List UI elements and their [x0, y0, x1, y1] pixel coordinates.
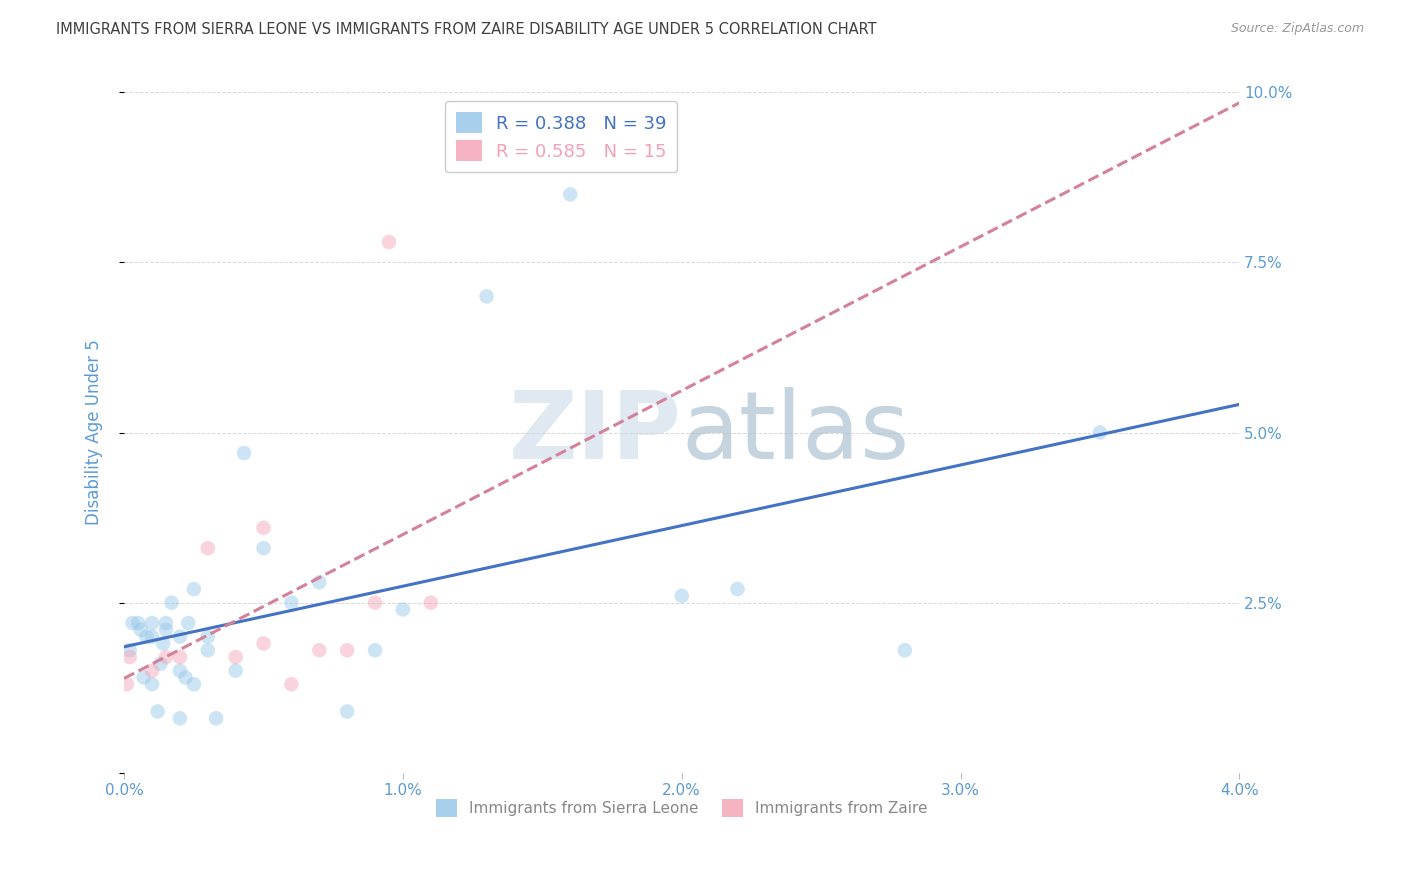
Point: [155, 615, 177, 630]
Point: [183, 677, 205, 691]
Point: [225, 664, 247, 678]
Point: [336, 705, 359, 719]
Point: [118, 643, 141, 657]
Point: [280, 596, 302, 610]
Point: [475, 289, 498, 303]
Point: [336, 643, 359, 657]
Point: [141, 630, 163, 644]
Point: [152, 636, 174, 650]
Point: [1088, 425, 1111, 440]
Point: [174, 671, 197, 685]
Point: [252, 521, 274, 535]
Point: [280, 677, 302, 691]
Point: [146, 705, 169, 719]
Point: [392, 602, 415, 616]
Point: [560, 187, 582, 202]
Text: atlas: atlas: [682, 386, 910, 478]
Point: [135, 630, 157, 644]
Point: [121, 615, 143, 630]
Point: [127, 615, 149, 630]
Point: [177, 615, 200, 630]
Point: [252, 541, 274, 556]
Point: [118, 650, 141, 665]
Point: [364, 596, 387, 610]
Point: [197, 630, 219, 644]
Point: [183, 582, 205, 596]
Point: [169, 650, 191, 665]
Y-axis label: Disability Age Under 5: Disability Age Under 5: [86, 340, 103, 525]
Point: [129, 623, 152, 637]
Text: ZIP: ZIP: [509, 386, 682, 478]
Point: [205, 711, 228, 725]
Point: [160, 596, 183, 610]
Text: IMMIGRANTS FROM SIERRA LEONE VS IMMIGRANTS FROM ZAIRE DISABILITY AGE UNDER 5 COR: IMMIGRANTS FROM SIERRA LEONE VS IMMIGRAN…: [56, 22, 877, 37]
Point: [169, 711, 191, 725]
Point: [197, 643, 219, 657]
Point: [894, 643, 917, 657]
Point: [169, 630, 191, 644]
Point: [671, 589, 693, 603]
Point: [149, 657, 172, 671]
Point: [378, 235, 401, 249]
Point: [141, 677, 163, 691]
Point: [225, 650, 247, 665]
Point: [419, 596, 441, 610]
Point: [141, 664, 163, 678]
Point: [252, 636, 274, 650]
Point: [155, 650, 177, 665]
Legend: Immigrants from Sierra Leone, Immigrants from Zaire: Immigrants from Sierra Leone, Immigrants…: [430, 793, 934, 823]
Point: [308, 575, 330, 590]
Point: [364, 643, 387, 657]
Point: [169, 664, 191, 678]
Point: [141, 615, 163, 630]
Point: [233, 446, 256, 460]
Point: [155, 623, 177, 637]
Point: [197, 541, 219, 556]
Text: Source: ZipAtlas.com: Source: ZipAtlas.com: [1230, 22, 1364, 36]
Point: [115, 677, 138, 691]
Point: [308, 643, 330, 657]
Point: [132, 671, 155, 685]
Point: [727, 582, 749, 596]
